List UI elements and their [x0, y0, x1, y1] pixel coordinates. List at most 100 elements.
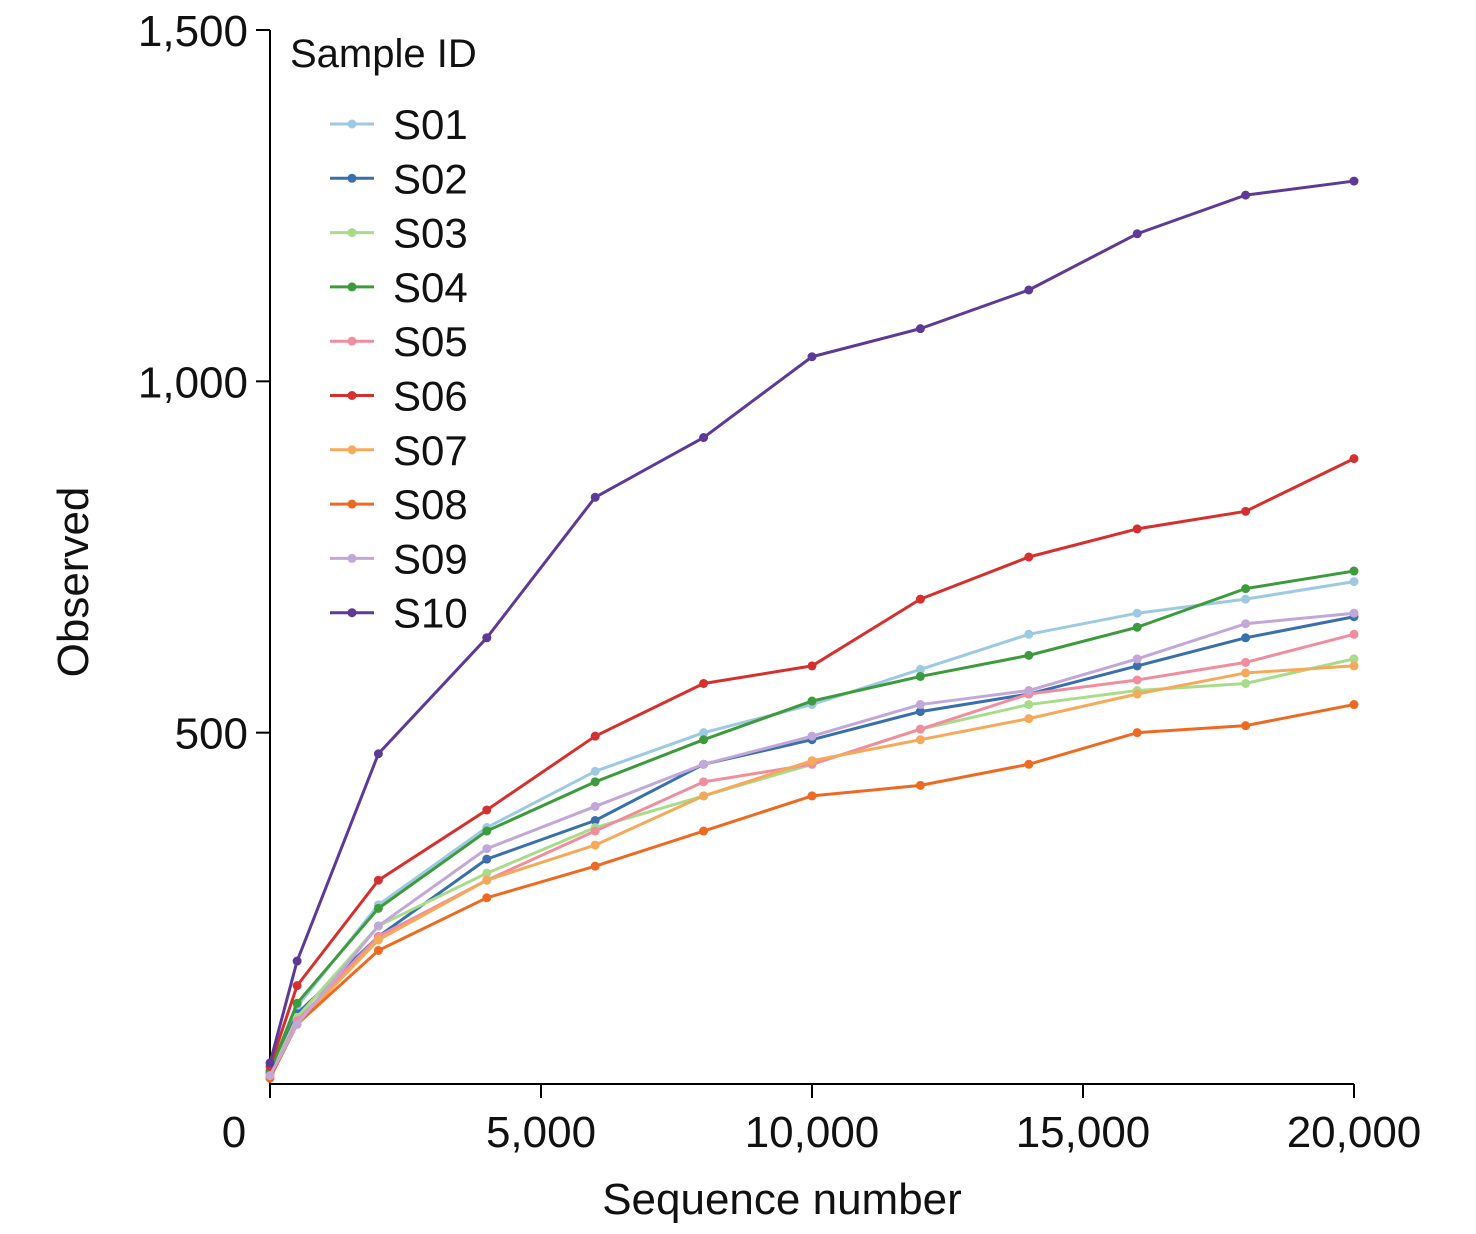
x-tick-label: 10,000: [745, 1108, 880, 1157]
data-point-S05: [699, 777, 709, 787]
data-point-S01: [1024, 629, 1034, 639]
data-point-S03: [482, 868, 492, 878]
data-point-S07: [1024, 714, 1034, 724]
data-point-S01: [699, 728, 709, 738]
data-point-S10: [590, 492, 600, 502]
data-point-S08: [1349, 700, 1359, 710]
data-point-S08: [482, 893, 492, 903]
data-point-S04: [482, 826, 492, 836]
data-point-S06: [292, 981, 302, 991]
y-tick-label: 1,500: [138, 7, 248, 56]
legend-swatch-marker: [347, 282, 357, 292]
data-point-S07: [1132, 689, 1142, 699]
data-point-S01: [1349, 577, 1359, 587]
data-point-S06: [807, 661, 817, 671]
data-point-S01: [1241, 594, 1251, 604]
data-point-S03: [1349, 654, 1359, 664]
legend-swatch-marker: [347, 228, 357, 238]
series-line-S04: [268, 569, 1355, 1072]
data-point-S08: [1241, 721, 1251, 731]
legend-item-S07: S07: [330, 427, 468, 474]
legend-swatch-marker: [347, 553, 357, 563]
legend-item-S01: S01: [330, 101, 468, 148]
data-point-S09: [1349, 608, 1359, 618]
legend-item-S09: S09: [330, 535, 468, 582]
data-point-S09: [265, 1071, 275, 1081]
data-point-S10: [373, 749, 383, 759]
data-point-S09: [590, 801, 600, 811]
series-S09: [265, 608, 1359, 1081]
data-point-S03: [1024, 700, 1034, 710]
data-point-S08: [807, 791, 817, 801]
legend-label: S02: [393, 155, 468, 202]
y-tick-label: 500: [175, 710, 248, 759]
data-point-S08: [915, 780, 925, 790]
series-layer: [265, 176, 1359, 1083]
data-point-S08: [1024, 759, 1034, 769]
data-point-S02: [915, 707, 925, 717]
y-tick-label: 1,000: [138, 358, 248, 407]
data-point-S05: [1349, 629, 1359, 639]
data-point-S04: [590, 777, 600, 787]
data-point-S07: [590, 840, 600, 850]
data-point-S09: [292, 1019, 302, 1029]
data-point-S10: [482, 633, 492, 643]
data-point-S07: [915, 735, 925, 745]
data-point-S04: [699, 735, 709, 745]
legend-label: S06: [393, 373, 468, 420]
series-line-S10: [268, 179, 1355, 1064]
series-S10: [265, 176, 1359, 1068]
data-point-S10: [292, 956, 302, 966]
legend-label: S09: [393, 535, 468, 582]
data-point-S06: [590, 731, 600, 741]
data-point-S01: [1132, 608, 1142, 618]
data-point-S08: [699, 826, 709, 836]
data-point-S06: [915, 594, 925, 604]
data-point-S06: [373, 875, 383, 885]
data-point-S10: [1349, 176, 1359, 186]
data-point-S04: [1132, 622, 1142, 632]
legend-item-S04: S04: [330, 264, 468, 311]
data-point-S10: [1241, 190, 1251, 200]
data-point-S09: [915, 700, 925, 710]
data-point-S06: [1132, 524, 1142, 534]
x-tick-label: 15,000: [1016, 1108, 1151, 1157]
data-point-S08: [373, 945, 383, 955]
legend-item-S02: S02: [330, 155, 468, 202]
data-point-S04: [915, 671, 925, 681]
legend-label: S04: [393, 264, 468, 311]
data-point-S05: [1241, 657, 1251, 667]
data-point-S04: [373, 903, 383, 913]
data-point-S02: [1132, 661, 1142, 671]
legend-item-S06: S06: [330, 373, 468, 420]
legend-swatch-marker: [347, 119, 357, 129]
legend-label: S03: [393, 210, 468, 257]
legend-item-S03: S03: [330, 210, 468, 257]
data-point-S10: [807, 352, 817, 362]
data-point-S06: [1241, 506, 1251, 516]
data-point-S05: [590, 826, 600, 836]
data-point-S02: [590, 816, 600, 825]
data-point-S09: [807, 731, 817, 741]
data-point-S03: [1241, 678, 1251, 688]
legend-swatch-marker: [347, 391, 357, 400]
axes: 0 5,000 10,000 15,000 20,000 500 1,000 1,500: [138, 7, 1421, 1157]
legend-label: S05: [393, 318, 468, 365]
x-axis-title: Sequence number: [602, 1175, 962, 1224]
legend-label: S08: [393, 481, 468, 528]
data-point-S05: [1132, 675, 1142, 685]
data-point-S02: [1241, 633, 1251, 643]
data-point-S07: [1241, 668, 1251, 678]
data-point-S04: [1024, 650, 1034, 660]
series-line-S08: [268, 703, 1355, 1080]
data-point-S06: [1024, 552, 1034, 562]
data-point-S10: [1024, 285, 1034, 295]
data-point-S01: [915, 664, 925, 674]
data-point-S04: [807, 696, 817, 706]
data-point-S09: [1024, 686, 1034, 696]
legend-label: S10: [393, 590, 468, 637]
series-line-S01: [268, 580, 1355, 1071]
data-point-S08: [1132, 728, 1142, 738]
legend-label: S01: [393, 101, 468, 148]
